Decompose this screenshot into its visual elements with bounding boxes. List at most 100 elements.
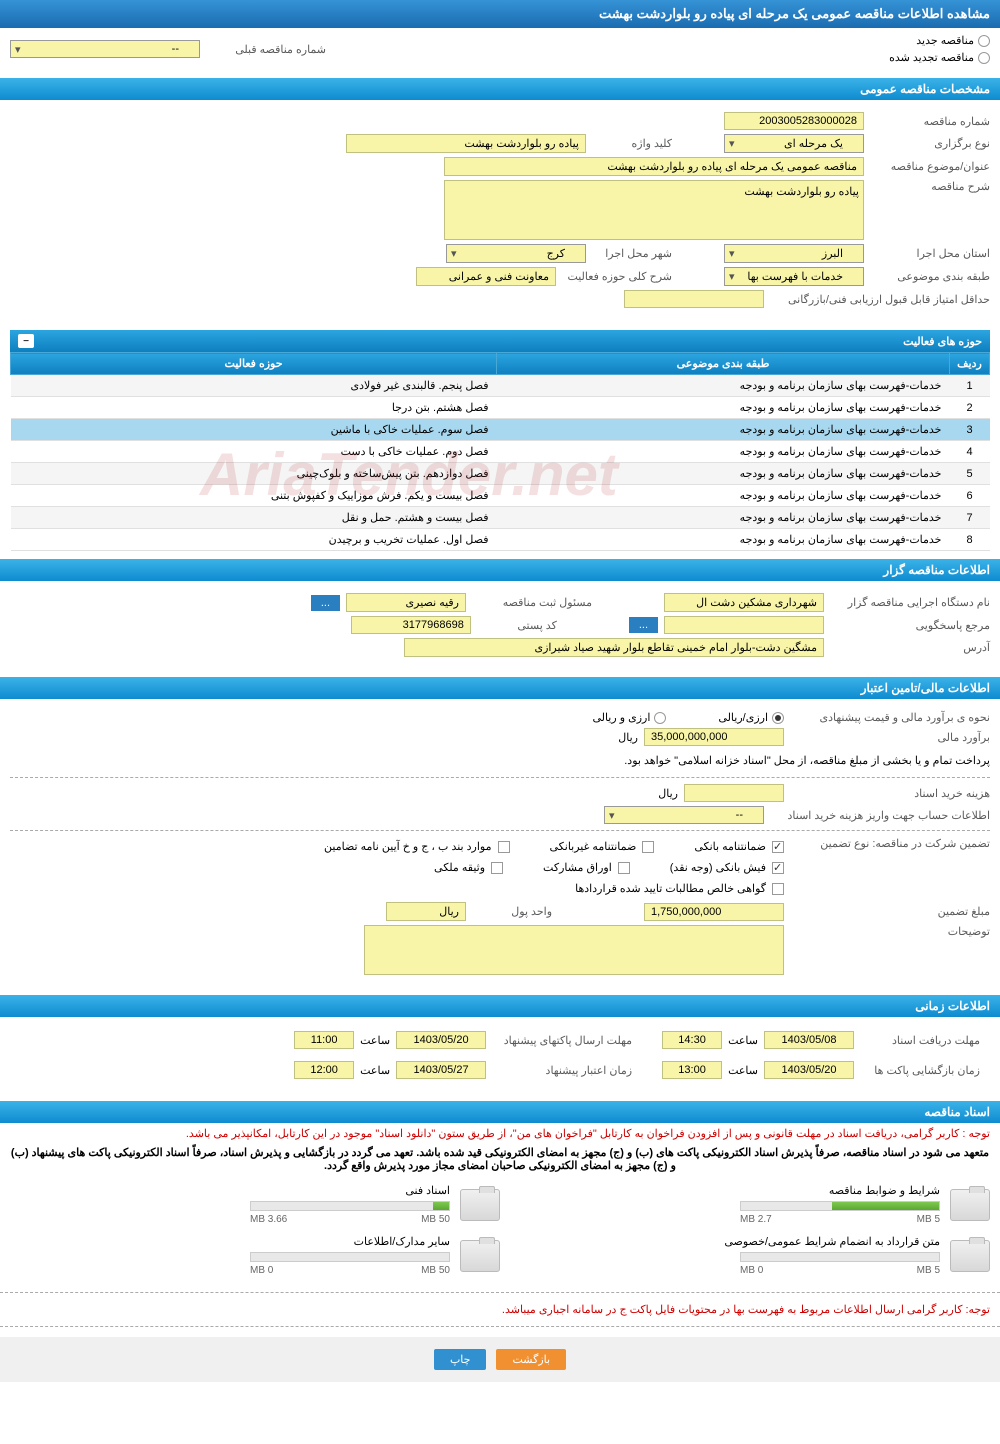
table-row[interactable]: 8خدمات-فهرست بهای سازمان برنامه و بودجهف…: [11, 529, 990, 551]
city-dropdown[interactable]: کرج: [446, 244, 586, 263]
progress-bar: [740, 1201, 940, 1211]
radio-icon: [978, 52, 990, 64]
checkbox-icon: [772, 883, 784, 895]
doc-used: 0 MB: [250, 1265, 273, 1276]
pool-unit-field: ریال: [386, 902, 466, 921]
radio-rial[interactable]: ارزی/ریالی: [718, 711, 784, 724]
tender-no-label: شماره مناقصه: [870, 115, 990, 128]
valid-time: 12:00: [294, 1061, 354, 1079]
scope-field: معاونت فنی و عمرانی: [416, 267, 556, 286]
section-holder: اطلاعات مناقصه گزار: [0, 559, 1000, 581]
doc-used: 2.7 MB: [740, 1214, 772, 1225]
doc-cost-label: هزینه خرید اسناد: [790, 787, 990, 800]
checkbox-icon: [491, 862, 503, 874]
document-item[interactable]: شرایط و ضوابط مناقصه5 MB2.7 MB: [510, 1184, 990, 1225]
cb-bank-receipt[interactable]: فیش بانکی (وجه نقد): [670, 861, 784, 874]
radio-both[interactable]: ارزی و ریالی: [592, 711, 666, 724]
reg-more-button[interactable]: ...: [311, 595, 340, 611]
row-scope: فصل بیست و یکم. فرش موزاییک و کفپوش بتنی: [11, 485, 497, 507]
keyword-field: پیاده رو بلواردشت بهشت: [346, 134, 586, 153]
table-row[interactable]: 4خدمات-فهرست بهای سازمان برنامه و بودجهف…: [11, 441, 990, 463]
col-scope: حوزه فعالیت: [11, 353, 497, 375]
reg-field: رقیه نصیری: [346, 593, 466, 612]
desc-label: شرح مناقصه: [870, 180, 990, 193]
row-category: خدمات-فهرست بهای سازمان برنامه و بودجه: [497, 507, 950, 529]
activities-title: حوزه های فعالیت: [903, 335, 982, 348]
table-row[interactable]: 1خدمات-فهرست بهای سازمان برنامه و بودجهف…: [11, 375, 990, 397]
exec-field: شهرداری مشکین دشت ال: [664, 593, 824, 612]
minimize-icon[interactable]: −: [18, 334, 34, 348]
doc-used: 0 MB: [740, 1265, 763, 1276]
open-label: زمان بازگشایی پاکت ها: [860, 1064, 980, 1077]
table-row[interactable]: 6خدمات-فهرست بهای سازمان برنامه و بودجهف…: [11, 485, 990, 507]
row-category: خدمات-فهرست بهای سازمان برنامه و بودجه: [497, 485, 950, 507]
row-scope: فصل هشتم. بتن درجا: [11, 397, 497, 419]
amount-label: برآورد مالی: [790, 731, 990, 744]
row-scope: فصل اول. عملیات تخریب و برچیدن: [11, 529, 497, 551]
doc-max: 50 MB: [421, 1214, 450, 1225]
doc-title: متن قرارداد به انضمام شرایط عمومی/خصوصی: [510, 1235, 940, 1248]
col-category: طبقه بندی موضوعی: [497, 353, 950, 375]
checkbox-icon: [772, 862, 784, 874]
radio-new-tender[interactable]: مناقصه جدید: [346, 34, 990, 47]
row-num: 3: [950, 419, 990, 441]
response-more-button[interactable]: ...: [629, 617, 658, 633]
reg-label: مسئول ثبت مناقصه: [472, 596, 592, 609]
radio-renewed-tender[interactable]: مناقصه تجدید شده: [346, 51, 990, 64]
doc-cost-unit: ریال: [658, 787, 678, 800]
section-timing: اطلاعات زمانی: [0, 995, 1000, 1017]
radio-label: ارزی/ریالی: [718, 711, 768, 724]
time-label: ساعت: [728, 1034, 758, 1047]
type-dropdown[interactable]: یک مرحله ای: [724, 134, 864, 153]
exec-label: نام دستگاه اجرایی مناقصه گزار: [830, 596, 990, 609]
amount-field: 35,000,000,000: [644, 728, 784, 746]
document-item[interactable]: اسناد فنی50 MB3.66 MB: [20, 1184, 500, 1225]
cb-bank-guarantee[interactable]: ضمانتنامه بانکی: [694, 840, 784, 853]
folder-icon: [950, 1189, 990, 1221]
table-row[interactable]: 3خدمات-فهرست بهای سازمان برنامه و بودجهف…: [11, 419, 990, 441]
folder-icon: [950, 1240, 990, 1272]
cb-regulation[interactable]: موارد بند ب ، ج و خ آیین نامه تضامین: [324, 840, 509, 853]
row-scope: فصل بیست و هشتم. حمل و نقل: [11, 507, 497, 529]
document-item[interactable]: متن قرارداد به انضمام شرایط عمومی/خصوصی5…: [510, 1235, 990, 1276]
row-num: 1: [950, 375, 990, 397]
progress-bar: [740, 1252, 940, 1262]
account-dropdown[interactable]: --: [604, 806, 764, 824]
cb-nonbank-guarantee[interactable]: ضمانتنامه غیربانکی: [550, 840, 655, 853]
section-documents: اسناد مناقصه: [0, 1101, 1000, 1123]
cb-property[interactable]: وثیقه ملکی: [434, 861, 503, 874]
table-row[interactable]: 5خدمات-فهرست بهای سازمان برنامه و بودجهف…: [11, 463, 990, 485]
payment-note: پرداخت تمام و یا بخشی از مبلغ مناقصه، از…: [10, 750, 990, 771]
checkbox-label: فیش بانکی (وجه نقد): [670, 861, 766, 874]
category-dropdown[interactable]: خدمات با فهرست بها: [724, 267, 864, 286]
city-label: شهر محل اجرا: [592, 247, 672, 260]
row-scope: فصل دوم. عملیات خاکی با دست: [11, 441, 497, 463]
time-label: ساعت: [360, 1034, 390, 1047]
guarantee-amount-field: 1,750,000,000: [644, 903, 784, 921]
checkbox-icon: [772, 841, 784, 853]
print-button[interactable]: چاپ: [434, 1349, 487, 1370]
document-item[interactable]: سایر مدارک/اطلاعات50 MB0 MB: [20, 1235, 500, 1276]
row-scope: فصل پنجم. قالبندی غیر فولادی: [11, 375, 497, 397]
province-dropdown[interactable]: البرز: [724, 244, 864, 263]
notes-label: توضیحات: [790, 925, 990, 938]
time-label: ساعت: [360, 1064, 390, 1077]
table-row[interactable]: 2خدمات-فهرست بهای سازمان برنامه و بودجهف…: [11, 397, 990, 419]
checkbox-label: گواهی خالص مطالبات تایید شده قراردادها: [575, 882, 766, 895]
back-button[interactable]: بازگشت: [496, 1349, 566, 1370]
address-label: آدرس: [830, 641, 990, 654]
prev-tender-dropdown[interactable]: --: [10, 40, 200, 58]
checkbox-label: موارد بند ب ، ج و خ آیین نامه تضامین: [324, 840, 491, 853]
doc-note2: متعهد می شود در اسناد مناقصه، صرفاً پذیر…: [0, 1144, 1000, 1174]
cb-bonds[interactable]: اوراق مشارکت: [543, 861, 630, 874]
table-row[interactable]: 7خدمات-فهرست بهای سازمان برنامه و بودجهف…: [11, 507, 990, 529]
cb-contract-cert[interactable]: گواهی خالص مطالبات تایید شده قراردادها: [324, 882, 784, 895]
radio-label: مناقصه تجدید شده: [889, 51, 974, 64]
pool-unit-label: واحد پول: [472, 905, 552, 918]
col-num: ردیف: [950, 353, 990, 375]
section-general: مشخصات مناقصه عمومی: [0, 78, 1000, 100]
row-num: 7: [950, 507, 990, 529]
category-label: طبقه بندی موضوعی: [870, 270, 990, 283]
open-time: 13:00: [662, 1061, 722, 1079]
radio-label: مناقصه جدید: [916, 34, 974, 47]
